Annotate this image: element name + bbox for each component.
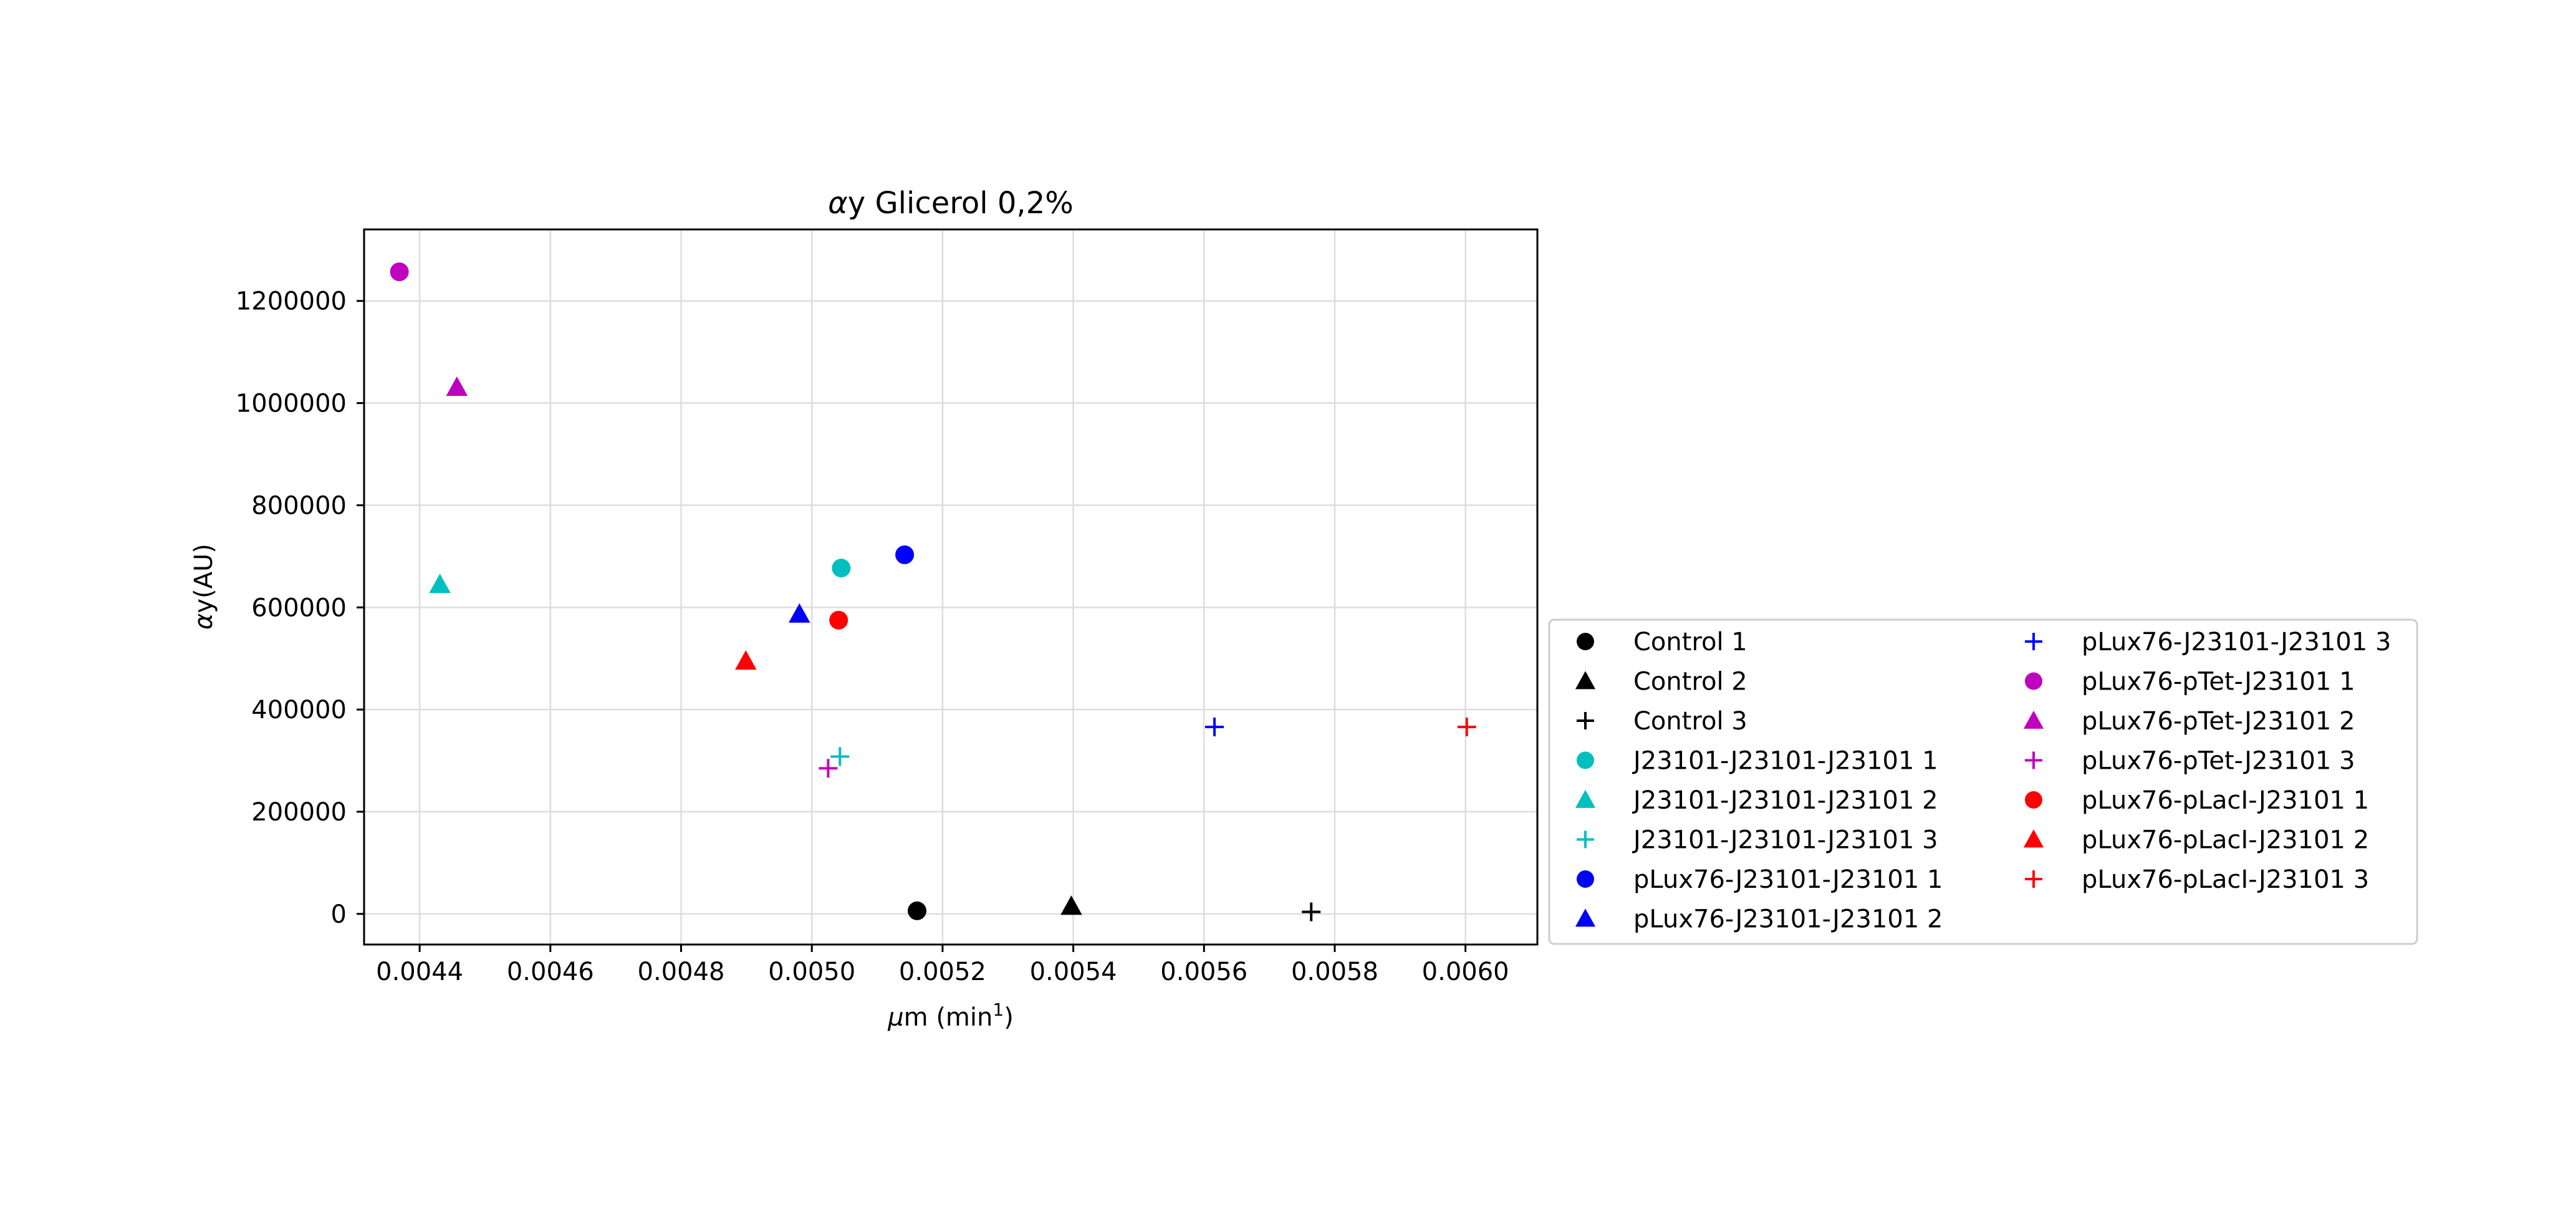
y-axis-ticks: 0 200000 400000 600000 800000 1000000 1200000 [236,287,364,929]
data-point-plus [1457,717,1476,736]
plot-area [364,229,1537,945]
legend-label: pLux76-pLacI-J23101 1 [2082,786,2369,815]
x-axis-label-mu: μ [887,1003,903,1032]
x-tick-label: 0.0058 [1291,958,1378,986]
data-point-triangle [735,650,757,670]
legend-label: J23101-J23101-J23101 2 [1632,786,1938,815]
grid-lines [364,229,1537,945]
legend-marker-triangle [1575,671,1596,690]
chart-title-alpha: α [828,186,848,221]
legend-label: Control 3 [1633,707,1747,736]
x-axis-label-text: m (min [904,1003,993,1032]
legend-label: Control 1 [1633,628,1747,656]
x-axis-label-superscript: 1 [992,999,1004,1020]
legend-entry: Control 3 [1577,707,1747,736]
data-point-triangle [1060,895,1082,915]
legend-marker-plus [2025,633,2042,650]
x-axis-label-close: ) [1004,1003,1014,1032]
legend-marker-plus [1577,712,1594,729]
legend-label: pLux76-pLacI-J23101 3 [2082,865,2369,894]
data-point-triangle [429,574,451,594]
y-tick-label: 1200000 [236,287,347,316]
legend-entry: J23101-J23101-J23101 3 [1577,826,1938,855]
legend-items: Control 1 Control 2 Control 3 J23101-J23101… [1575,628,2391,934]
legend-label: pLux76-pLacI-J23101 2 [2082,826,2369,855]
y-tick-label: 1000000 [236,390,347,418]
y-tick-label: 400000 [251,696,347,724]
legend-label: J23101-J23101-J23101 3 [1632,826,1938,855]
legend-marker-circle [1577,633,1594,650]
y-tick-label: 200000 [251,798,347,827]
data-point-circle [829,610,848,630]
legend-entry: J23101-J23101-J23101 1 [1577,747,1938,776]
legend-label: pLux76-J23101-J23101 3 [2082,628,2391,656]
legend-entry: pLux76-pTet-J23101 3 [2025,747,2355,776]
legend-entry: J23101-J23101-J23101 2 [1575,786,1938,815]
y-axis-label-text: y(AU) [190,544,218,613]
legend-entry: pLux76-J23101-J23101 2 [1575,905,1943,934]
y-tick-label: 0 [331,900,347,929]
x-axis-label: μm (min1) [887,999,1014,1032]
chart-title-text: y Glicerol 0,2% [848,186,1074,221]
legend-marker-circle [1577,751,1594,769]
chart-title: αy Glicerol 0,2% [828,186,1074,221]
legend-entry: pLux76-J23101-J23101 1 [1577,865,1943,894]
data-point-circle [832,559,851,578]
plot-frame [363,228,1539,946]
data-point-plus [819,759,838,778]
data-point-circle [908,901,927,920]
legend-label: pLux76-J23101-J23101 2 [1633,905,1943,934]
data-point-triangle [446,376,468,396]
legend-marker-triangle [2023,829,2044,848]
x-tick-label: 0.0052 [899,958,986,986]
legend-marker-plus [1577,830,1594,849]
legend-marker-circle [2025,791,2042,809]
x-tick-label: 0.0056 [1160,958,1247,986]
legend-marker-triangle [1575,908,1596,927]
legend-label: pLux76-pTet-J23101 2 [2082,707,2355,736]
legend-label: pLux76-J23101-J23101 1 [1633,865,1943,894]
x-tick-label: 0.0060 [1422,958,1509,986]
y-tick-label: 600000 [251,594,347,622]
legend-entry: pLux76-pLacI-J23101 3 [2025,865,2369,894]
legend-label: pLux76-pTet-J23101 1 [2082,668,2355,696]
data-point-circle [895,545,915,564]
legend-entry: pLux76-pTet-J23101 2 [2023,707,2355,736]
legend-entry: pLux76-pLacI-J23101 1 [2025,786,2369,815]
legend-entry: pLux76-pTet-J23101 1 [2025,668,2355,696]
x-tick-label: 0.0046 [507,958,594,986]
data-point-triangle [789,603,810,623]
x-tick-label: 0.0050 [768,958,855,986]
legend-entry: Control 2 [1575,668,1747,696]
legend-box [1548,618,2418,945]
data-point-circle [390,262,409,282]
legend-marker-triangle [1575,789,1596,808]
x-axis-ticks: 0.0044 0.0046 0.0048 0.0050 0.0052 0.0054 0.00… [376,945,1509,986]
legend-label: Control 2 [1633,668,1747,696]
y-axis-label: αy(AU) [190,544,218,630]
data-point-plus [1205,717,1224,736]
x-tick-label: 0.0048 [638,958,725,986]
data-point-plus [1302,902,1321,921]
data-point-plus [830,747,850,766]
legend-marker-plus [2025,870,2042,888]
legend-marker-circle [1577,870,1594,888]
legend: Control 1 Control 2 Control 3 J23101-J23101… [1548,618,2418,945]
legend-entry: pLux76-J23101-J23101 3 [2025,628,2391,656]
y-axis-label-alpha: α [190,613,218,630]
y-tick-label: 800000 [251,491,347,520]
legend-entry: Control 1 [1577,628,1747,656]
x-tick-label: 0.0054 [1030,958,1117,986]
data-points [390,262,1476,921]
legend-marker-triangle [2023,710,2044,729]
legend-marker-circle [2025,672,2042,690]
legend-label: pLux76-pTet-J23101 3 [2082,747,2355,776]
legend-label: J23101-J23101-J23101 1 [1632,747,1938,776]
legend-entry: pLux76-pLacI-J23101 2 [2023,826,2369,855]
x-tick-label: 0.0044 [376,958,463,986]
legend-marker-plus [2025,751,2042,769]
